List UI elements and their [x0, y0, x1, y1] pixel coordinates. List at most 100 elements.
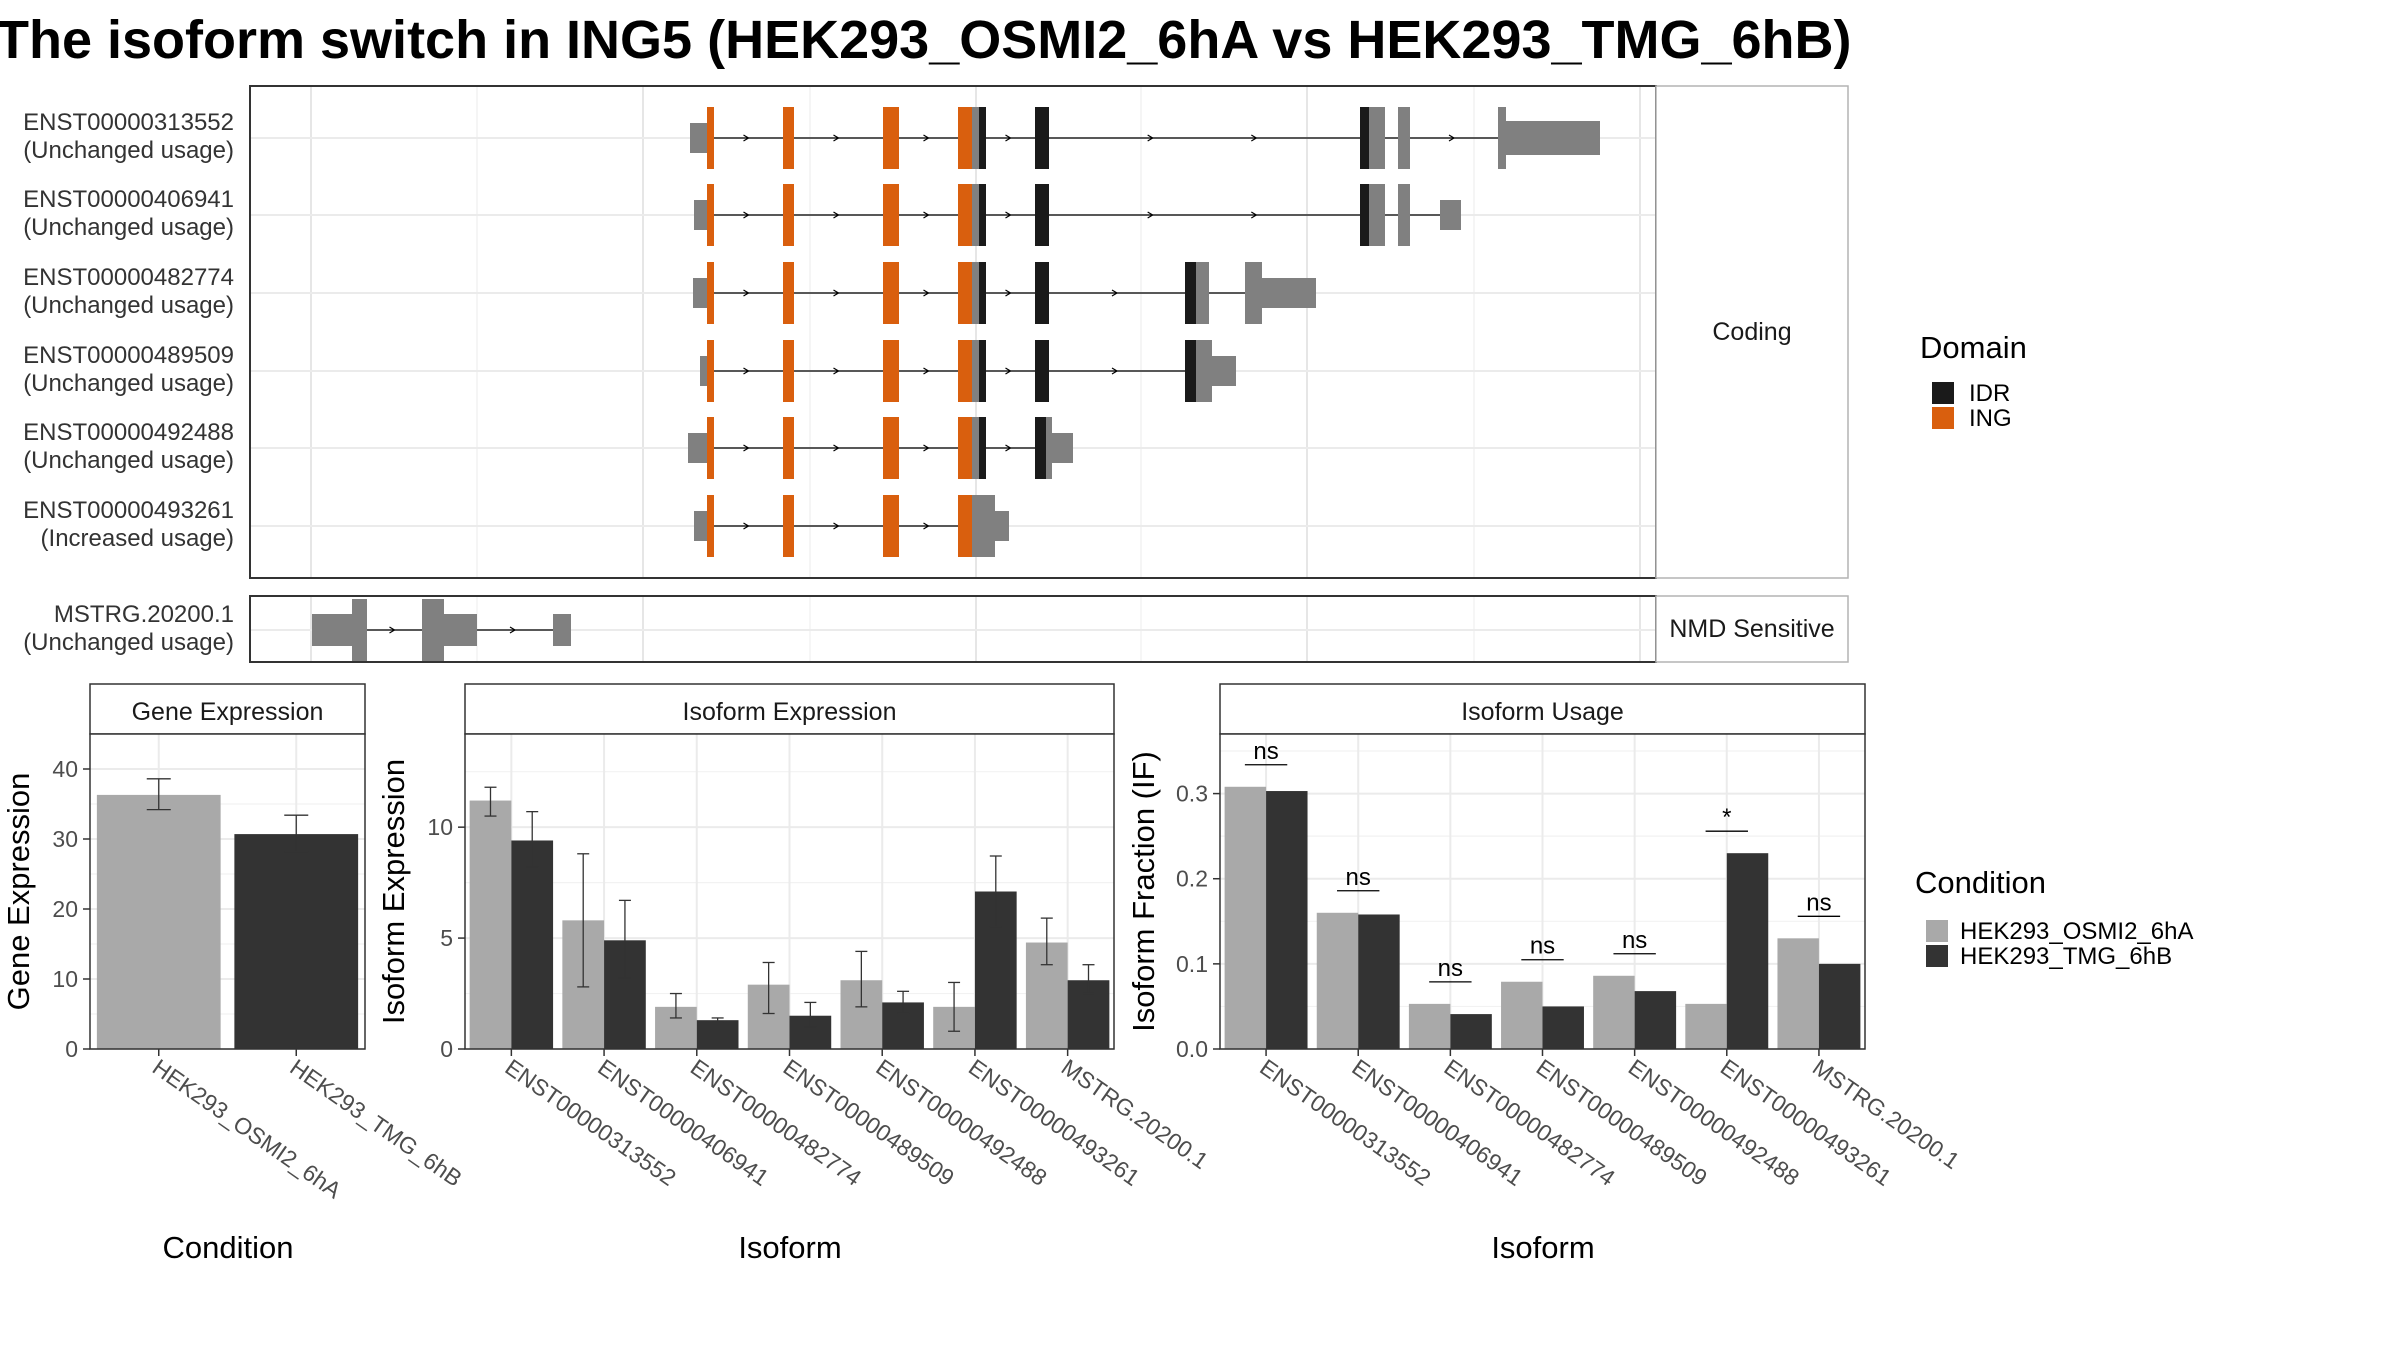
bar-chart-panel: Isoform Usage ns ns ns ns ns * ns 0.0 0.1 0.2 0.3 EN… [1126, 683, 1964, 1265]
intron-arrow [743, 522, 750, 530]
x-tick-label: ENST00000492488 [1624, 1054, 1804, 1191]
ing-domain-exon [958, 184, 972, 246]
bar [1266, 791, 1308, 1049]
intron-arrow [833, 522, 840, 530]
chart-strip-title: Isoform Expression [683, 698, 897, 726]
y-tick-label: 0.0 [1176, 1036, 1208, 1062]
exon-block [1052, 433, 1073, 463]
intron-arrow [1448, 134, 1456, 142]
ing-domain-exon [958, 262, 972, 324]
y-axis-title: Isoform Expression [376, 759, 411, 1024]
intron-arrow [1147, 211, 1154, 219]
y-axis-title: Isoform Fraction (IF) [1126, 751, 1161, 1032]
condition-legend-label: HEK293_TMG_6hB [1960, 943, 2172, 970]
transcript-id-label: ENST00000489509 [23, 342, 234, 369]
ing-domain-exon [883, 417, 899, 479]
ing-domain-exon [783, 184, 794, 246]
idr-domain-exon [1360, 184, 1369, 246]
intron-arrow [743, 134, 750, 142]
transcript-model [694, 495, 1009, 557]
transcript-usage-label: (Unchanged usage) [23, 629, 234, 656]
exon-block [1498, 107, 1506, 169]
ing-domain-exon [783, 417, 794, 479]
transcript-model [688, 417, 1073, 479]
intron-arrow [833, 289, 840, 297]
intron-arrow [923, 444, 930, 452]
y-tick-label: 30 [52, 826, 78, 852]
idr-domain-exon [1035, 340, 1049, 402]
significance-label: ns [1253, 738, 1278, 765]
intron-arrow [1111, 367, 1119, 375]
intron-arrow [923, 134, 930, 142]
domain-legend-swatch [1932, 382, 1954, 404]
idr-domain-exon [1035, 417, 1046, 479]
bar [1726, 853, 1769, 1049]
transcript-id-label: ENST00000493261 [23, 497, 234, 524]
exon-block [1196, 340, 1212, 402]
bar [696, 1020, 739, 1049]
intron-arrow [1005, 211, 1012, 219]
ing-domain-exon [958, 340, 972, 402]
ing-domain-exon [707, 107, 714, 169]
exon-block [1245, 262, 1262, 324]
transcript-model [312, 599, 571, 661]
intron-arrow [1005, 134, 1012, 142]
ing-domain-exon [707, 262, 714, 324]
intron-arrow [389, 626, 396, 634]
significance-label: ns [1806, 889, 1831, 916]
bar [1316, 912, 1359, 1049]
exon-block [1369, 107, 1385, 169]
transcript-model [693, 262, 1316, 324]
intron-arrow [1251, 134, 1258, 142]
intron-arrow [833, 211, 840, 219]
domain-legend-title: Domain [1920, 330, 2027, 365]
x-tick-label: ENST00000313552 [500, 1054, 680, 1191]
y-tick-label: 0 [65, 1036, 78, 1062]
transcript-rows [312, 107, 1600, 661]
exon-block [422, 599, 444, 661]
x-axis-title: Isoform [738, 1230, 841, 1265]
exon-block [972, 495, 979, 557]
figure-title: The isoform switch in ING5 (HEK293_OSMI2… [0, 10, 1852, 70]
condition-legend-swatch [1926, 945, 1948, 967]
plot-border [89, 733, 366, 1050]
ing-domain-exon [883, 495, 899, 557]
x-tick-label: ENST00000493261 [964, 1054, 1144, 1191]
ing-domain-exon [958, 107, 972, 169]
ing-domain-exon [707, 184, 714, 246]
y-tick-label: 0.3 [1176, 781, 1208, 807]
exon-block [352, 599, 367, 661]
bar [1224, 786, 1267, 1049]
transcript-usage-label: (Unchanged usage) [23, 370, 234, 397]
exon-block [1046, 417, 1052, 479]
intron-arrow [743, 211, 750, 219]
exon-block [694, 511, 707, 541]
intron-arrow [833, 134, 840, 142]
idr-domain-exon [1035, 262, 1049, 324]
exon-block [1398, 107, 1410, 169]
exon-block [972, 340, 979, 402]
bar [1358, 914, 1400, 1049]
transcript-usage-label: (Increased usage) [41, 525, 234, 552]
x-axis-title: Isoform [1491, 1230, 1594, 1265]
bar [1685, 1003, 1727, 1049]
coding-strip [1655, 85, 1849, 579]
exon-block [1506, 121, 1600, 155]
x-tick-label: ENST00000482774 [686, 1054, 867, 1191]
ing-domain-exon [883, 184, 899, 246]
significance-label: ns [1622, 927, 1647, 954]
chart-strip [89, 683, 366, 735]
significance-label: * [1722, 804, 1731, 831]
ing-domain-exon [958, 417, 972, 479]
y-tick-label: 20 [52, 896, 78, 922]
intron-arrow [1111, 289, 1119, 297]
exon-block [1398, 184, 1410, 246]
transcript-usage-label: (Unchanged usage) [23, 214, 234, 241]
y-tick-label: 40 [52, 756, 78, 782]
exon-block [979, 495, 995, 557]
y-tick-label: 0 [440, 1036, 453, 1062]
